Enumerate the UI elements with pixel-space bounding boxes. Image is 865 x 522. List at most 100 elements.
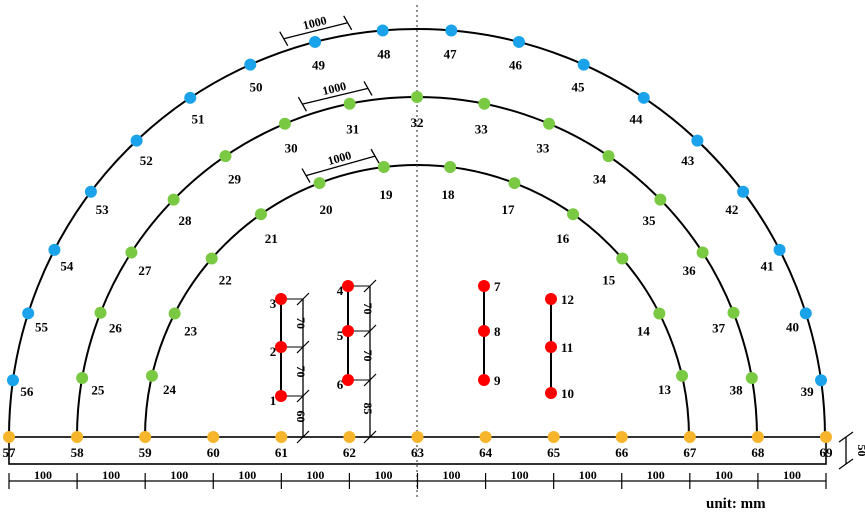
base-segment-label: 100 bbox=[34, 468, 52, 482]
outer-ring-point bbox=[512, 35, 525, 48]
base-row-point bbox=[71, 431, 84, 443]
interior-point bbox=[545, 341, 557, 353]
interior-point bbox=[545, 293, 557, 305]
base-row-point-label: 61 bbox=[275, 445, 288, 460]
middle-ring-point-label: 30 bbox=[285, 140, 298, 155]
interior-point-label: 11 bbox=[561, 340, 573, 355]
interior-point-label: 8 bbox=[494, 324, 501, 339]
outer-ring-point-label: 39 bbox=[801, 384, 815, 399]
arc-dimension-tick bbox=[343, 15, 353, 31]
measuring-points bbox=[3, 24, 832, 443]
outer-ring-point-label: 45 bbox=[571, 79, 585, 94]
outer-ring-point bbox=[130, 134, 143, 147]
base-segment-label: 100 bbox=[374, 468, 392, 482]
base-segment-label: 100 bbox=[783, 468, 801, 482]
inner-ring-point-label: 22 bbox=[219, 272, 232, 287]
interior-dimension-tick bbox=[363, 324, 377, 338]
interior-point-label: 4 bbox=[337, 283, 344, 298]
outer-ring-arc bbox=[8, 28, 826, 438]
middle-ring-point bbox=[343, 97, 356, 110]
base-segment-label: 100 bbox=[170, 468, 188, 482]
interior-dimension-label: 60 bbox=[294, 411, 308, 423]
middle-ring-point-label: 33 bbox=[536, 140, 550, 155]
outer-ring-point-label: 42 bbox=[725, 202, 738, 217]
base-row-point-label: 65 bbox=[547, 445, 561, 460]
middle-ring-point-label: 27 bbox=[138, 263, 152, 278]
interior-point-label: 7 bbox=[494, 279, 501, 294]
base-row-point bbox=[207, 431, 220, 443]
inner-ring-point bbox=[567, 208, 580, 221]
outer-ring-point-label: 50 bbox=[250, 79, 263, 94]
middle-ring-point-label: 35 bbox=[642, 213, 656, 228]
interior-dimension-label: 70 bbox=[361, 350, 375, 362]
inner-ring-point bbox=[508, 177, 521, 190]
middle-ring-point bbox=[125, 246, 138, 259]
arc-dimension-tick bbox=[279, 31, 289, 47]
outer-ring-point bbox=[184, 91, 197, 104]
inner-ring-point bbox=[168, 307, 181, 320]
interior-point bbox=[545, 387, 557, 399]
outer-ring-point-label: 54 bbox=[60, 258, 74, 273]
interior-dimension-tick bbox=[296, 292, 310, 306]
middle-ring-point bbox=[278, 117, 291, 130]
middle-ring-point bbox=[94, 306, 107, 319]
interior-point bbox=[342, 325, 354, 337]
middle-ring-point-label: 31 bbox=[346, 121, 359, 136]
interior-dimension-tick bbox=[363, 373, 377, 387]
outer-ring-point-label: 46 bbox=[509, 57, 523, 72]
base-height-label: 50 bbox=[855, 445, 865, 457]
outer-ring-point bbox=[637, 91, 650, 104]
inner-ring-point bbox=[653, 307, 666, 320]
base-row-point bbox=[615, 431, 628, 443]
arc-dimension-tick bbox=[363, 81, 373, 96]
outer-ring-point-label: 52 bbox=[140, 153, 153, 168]
interior-point-label: 2 bbox=[270, 344, 277, 359]
base-row-point bbox=[139, 431, 152, 443]
outer-ring-point bbox=[22, 307, 35, 320]
base-row-point-label: 58 bbox=[71, 445, 85, 460]
interior-dimension-label: 85 bbox=[361, 403, 375, 415]
outer-ring-point-label: 51 bbox=[192, 111, 205, 126]
middle-ring-point-label: 26 bbox=[109, 321, 123, 336]
unit-label: unit: mm bbox=[706, 496, 766, 512]
middle-ring-point-label: 32 bbox=[411, 115, 424, 130]
base-row-point bbox=[683, 431, 696, 443]
arc-dimension-line bbox=[305, 155, 376, 177]
outer-ring-point-label: 56 bbox=[20, 384, 34, 399]
interior-dimension-tick bbox=[296, 389, 310, 403]
base-row-point bbox=[275, 431, 288, 443]
base-row-point-label: 64 bbox=[479, 445, 493, 460]
interior-point-label: 6 bbox=[337, 377, 344, 392]
outer-ring-point bbox=[84, 185, 97, 198]
inner-ring-point-label: 21 bbox=[265, 231, 278, 246]
interior-dimension-tick bbox=[296, 340, 310, 354]
inner-ring-point bbox=[377, 161, 390, 174]
interior-point-label: 1 bbox=[270, 393, 277, 408]
base-row-point bbox=[343, 431, 356, 443]
outer-ring-point-label: 49 bbox=[312, 57, 326, 72]
base-row-point bbox=[820, 431, 832, 443]
interior-point bbox=[275, 341, 287, 353]
outer-ring-point-label: 48 bbox=[377, 46, 391, 61]
interior-point bbox=[342, 374, 354, 386]
interior-point-label: 3 bbox=[270, 296, 277, 311]
base-row-point-label: 59 bbox=[139, 445, 153, 460]
base-segment-label: 100 bbox=[306, 468, 324, 482]
middle-ring-point bbox=[727, 306, 740, 319]
inner-ring-point bbox=[254, 208, 267, 221]
interior-point bbox=[478, 280, 490, 292]
middle-ring-point bbox=[478, 97, 491, 110]
outer-ring-point-label: 53 bbox=[96, 202, 110, 217]
outer-ring-point-label: 55 bbox=[35, 320, 49, 335]
base-segment-label: 100 bbox=[715, 468, 733, 482]
middle-ring-point-label: 38 bbox=[730, 383, 744, 398]
base-row-point bbox=[3, 431, 15, 443]
base-row-point-label: 68 bbox=[751, 445, 765, 460]
base-row-point-label: 60 bbox=[207, 445, 220, 460]
inner-ring-point bbox=[205, 252, 218, 265]
interior-dimension-label: 70 bbox=[361, 303, 375, 315]
outer-ring-point-label: 47 bbox=[444, 46, 458, 61]
arc-spacing-label: 1000 bbox=[321, 79, 348, 98]
base-row-point-label: 62 bbox=[343, 445, 356, 460]
inner-ring-point bbox=[616, 252, 629, 265]
